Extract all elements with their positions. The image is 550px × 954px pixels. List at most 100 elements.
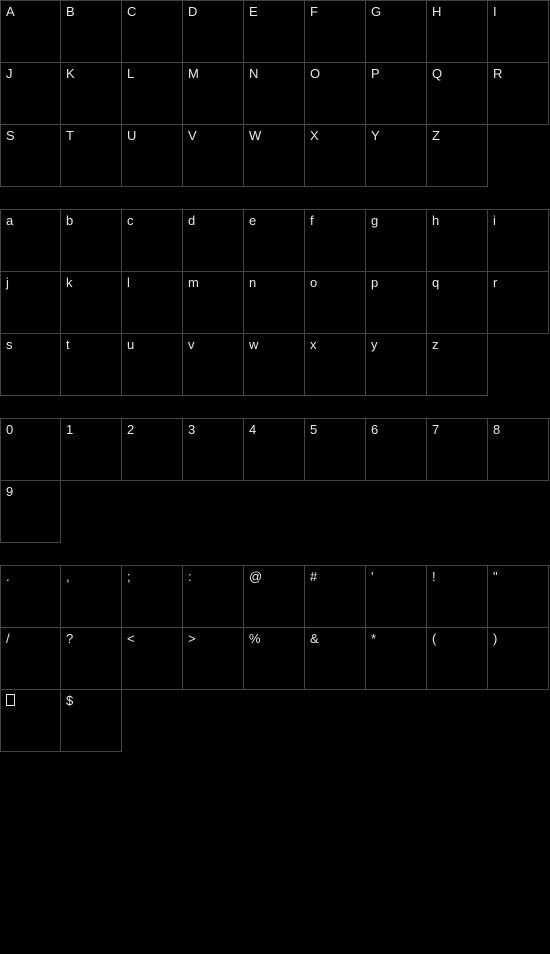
glyph-cell: 5 [305, 419, 366, 481]
glyph-label: 4 [249, 422, 299, 438]
glyph-label: 8 [493, 422, 543, 438]
glyph-label: k [66, 275, 116, 291]
glyph-cell: 1 [61, 419, 122, 481]
glyph-label: E [249, 4, 299, 20]
glyph-label: y [371, 337, 421, 353]
glyph-cell: ' [366, 566, 427, 628]
glyph-cell: $ [61, 690, 122, 752]
glyph-label: g [371, 213, 421, 229]
glyph-label: ( [432, 631, 482, 647]
glyph-cell: 9 [0, 481, 61, 543]
glyph-cell: 2 [122, 419, 183, 481]
glyph-label: a [6, 213, 55, 229]
glyph-cell: y [366, 334, 427, 396]
glyph-label: v [188, 337, 238, 353]
glyph-label: f [310, 213, 360, 229]
glyph-cell: N [244, 63, 305, 125]
glyph-cell: t [61, 334, 122, 396]
glyph-label: e [249, 213, 299, 229]
glyph-cell: U [122, 125, 183, 187]
glyph-cell: < [122, 628, 183, 690]
glyph-label: r [493, 275, 543, 291]
glyph-cell: z [427, 334, 488, 396]
glyph-label: s [6, 337, 55, 353]
glyph-cell: u [122, 334, 183, 396]
glyph-cell: A [0, 1, 61, 63]
glyph-label: J [6, 66, 55, 82]
glyph-cell: P [366, 63, 427, 125]
glyph-label: S [6, 128, 55, 144]
glyph-cell: D [183, 1, 244, 63]
glyph-label: 2 [127, 422, 177, 438]
glyph-label: : [188, 569, 238, 585]
glyph-cell: R [488, 63, 549, 125]
glyph-label: u [127, 337, 177, 353]
glyph-label: F [310, 4, 360, 20]
glyph-label: ; [127, 569, 177, 585]
glyph-cell: % [244, 628, 305, 690]
glyph-label: N [249, 66, 299, 82]
glyph-cell [0, 690, 61, 752]
glyph-label: t [66, 337, 116, 353]
glyph-cell: T [61, 125, 122, 187]
glyph-cell: G [366, 1, 427, 63]
glyph-label: " [493, 569, 543, 585]
glyph-label: I [493, 4, 543, 20]
glyph-cell: F [305, 1, 366, 63]
glyph-cell: & [305, 628, 366, 690]
glyph-label: $ [66, 693, 116, 709]
glyph-label: m [188, 275, 238, 291]
glyph-cell: K [61, 63, 122, 125]
grid-uppercase: ABCDEFGHIJKLMNOPQRSTUVWXYZ [0, 0, 550, 187]
glyph-label: D [188, 4, 238, 20]
glyph-cell: g [366, 210, 427, 272]
grid-lowercase: abcdefghijklmnopqrstuvwxyz [0, 209, 550, 396]
glyph-label: 5 [310, 422, 360, 438]
glyph-label: c [127, 213, 177, 229]
glyph-cell: X [305, 125, 366, 187]
glyph-cell: s [0, 334, 61, 396]
glyph-cell: c [122, 210, 183, 272]
section-uppercase: ABCDEFGHIJKLMNOPQRSTUVWXYZ [0, 0, 550, 187]
glyph-label: 3 [188, 422, 238, 438]
glyph-cell: H [427, 1, 488, 63]
glyph-cell: 8 [488, 419, 549, 481]
glyph-label: O [310, 66, 360, 82]
glyph-cell: i [488, 210, 549, 272]
glyph-cell: ! [427, 566, 488, 628]
placeholder-glyph [6, 694, 15, 706]
glyph-label: K [66, 66, 116, 82]
glyph-cell: / [0, 628, 61, 690]
glyph-label: P [371, 66, 421, 82]
glyph-label: > [188, 631, 238, 647]
glyph-label: & [310, 631, 360, 647]
glyph-label: A [6, 4, 55, 20]
glyph-label: Q [432, 66, 482, 82]
glyph-cell: b [61, 210, 122, 272]
glyph-cell: ; [122, 566, 183, 628]
glyph-cell: 6 [366, 419, 427, 481]
glyph-label: * [371, 631, 421, 647]
glyph-cell: Y [366, 125, 427, 187]
glyph-cell: ) [488, 628, 549, 690]
glyph-cell: @ [244, 566, 305, 628]
glyph-chart: ABCDEFGHIJKLMNOPQRSTUVWXYZabcdefghijklmn… [0, 0, 550, 752]
glyph-label: ' [371, 569, 421, 585]
glyph-cell: B [61, 1, 122, 63]
glyph-label: j [6, 275, 55, 291]
glyph-label: w [249, 337, 299, 353]
glyph-label: ) [493, 631, 543, 647]
grid-digits: 0123456789 [0, 418, 550, 543]
glyph-cell: ? [61, 628, 122, 690]
glyph-label: W [249, 128, 299, 144]
glyph-label: V [188, 128, 238, 144]
glyph-cell: J [0, 63, 61, 125]
glyph-cell: p [366, 272, 427, 334]
glyph-cell: > [183, 628, 244, 690]
glyph-cell: r [488, 272, 549, 334]
glyph-label: d [188, 213, 238, 229]
glyph-cell: n [244, 272, 305, 334]
glyph-cell: W [244, 125, 305, 187]
glyph-cell: e [244, 210, 305, 272]
glyph-label: H [432, 4, 482, 20]
